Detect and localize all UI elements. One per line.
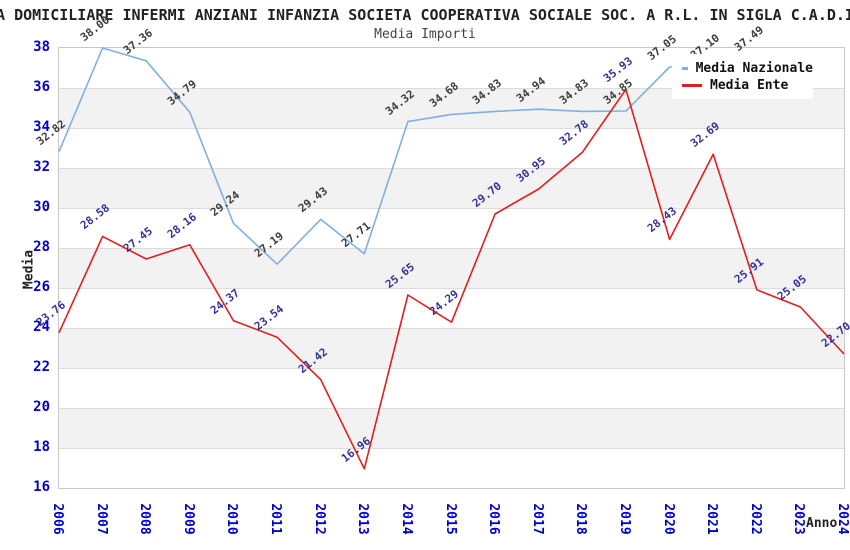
plot-band bbox=[59, 408, 844, 448]
y-tick-label: 18 bbox=[33, 439, 50, 455]
x-tick-label: 2018 bbox=[573, 503, 589, 535]
y-tick-label: 22 bbox=[33, 359, 50, 375]
legend-label-media-ente: Media Ente bbox=[710, 78, 789, 93]
y-tick-label: 38 bbox=[33, 39, 50, 55]
legend-item-media-ente: Media Ente bbox=[682, 77, 813, 94]
y-tick-label: 34 bbox=[33, 119, 50, 135]
x-tick-label: 2008 bbox=[137, 503, 153, 535]
gridline bbox=[59, 168, 844, 169]
gridline bbox=[59, 448, 844, 449]
plot-band bbox=[59, 368, 844, 408]
x-tick-label: 2021 bbox=[704, 503, 720, 535]
line-series-canvas bbox=[58, 47, 845, 470]
x-tick-label: 2009 bbox=[180, 503, 196, 535]
gridline bbox=[59, 288, 844, 289]
x-tick-label: 2012 bbox=[311, 503, 327, 535]
plot-band bbox=[59, 208, 844, 248]
media-nazionale-line-swatch-icon bbox=[682, 67, 688, 70]
x-tick-label: 2022 bbox=[747, 503, 763, 535]
legend-item-media-nazionale: Media Nazionale bbox=[682, 60, 813, 77]
gridline bbox=[59, 328, 844, 329]
line-media-nazionale bbox=[58, 47, 757, 265]
legend-label-media-nazionale: Media Nazionale bbox=[695, 61, 813, 76]
y-tick-label: 26 bbox=[33, 279, 50, 295]
plot-band bbox=[59, 168, 844, 208]
y-tick-label: 24 bbox=[33, 319, 50, 335]
y-tick-label: 20 bbox=[33, 399, 50, 415]
gridline bbox=[59, 208, 844, 209]
plot-band bbox=[59, 328, 844, 368]
x-tick-label: 2013 bbox=[355, 503, 371, 535]
x-tick-label: 2020 bbox=[660, 503, 676, 535]
x-tick-label: 2015 bbox=[442, 503, 458, 535]
chart-title: A DOMICILIARE INFERMI ANZIANI INFANZIA S… bbox=[0, 6, 850, 24]
plot-band bbox=[59, 248, 844, 288]
y-tick-label: 30 bbox=[33, 199, 50, 215]
plot-band bbox=[59, 448, 844, 488]
line-media-ente bbox=[58, 88, 845, 470]
x-tick-label: 2016 bbox=[486, 503, 502, 535]
gridline bbox=[59, 368, 844, 369]
legend: Media Nazionale Media Ente bbox=[672, 54, 813, 99]
plot-band bbox=[59, 128, 844, 168]
y-tick-label: 16 bbox=[33, 479, 50, 495]
gridline bbox=[59, 408, 844, 409]
x-tick-label: 2019 bbox=[616, 503, 632, 535]
chart-subtitle: Media Importi bbox=[374, 27, 476, 42]
y-tick-label: 28 bbox=[33, 239, 50, 255]
x-axis-label: Anno bbox=[806, 516, 838, 531]
x-tick-label: 2010 bbox=[224, 503, 240, 535]
y-tick-label: 32 bbox=[33, 159, 50, 175]
x-tick-label: 2007 bbox=[93, 503, 109, 535]
x-tick-label: 2011 bbox=[268, 503, 284, 535]
x-tick-label: 2014 bbox=[398, 503, 414, 535]
plot-area: 32.82 38.00 37.36 34.79 29.24 27.19 29.43 27.71… bbox=[34, 13, 850, 489]
gridline bbox=[59, 248, 844, 249]
gridline bbox=[59, 128, 844, 129]
y-tick-label: 36 bbox=[33, 79, 50, 95]
media-ente-line-swatch-icon bbox=[682, 84, 702, 87]
x-tick-label: 2017 bbox=[529, 503, 545, 535]
x-tick-label: 2023 bbox=[791, 503, 807, 535]
x-tick-label: 2024 bbox=[835, 503, 850, 535]
x-tick-label: 2006 bbox=[50, 503, 65, 535]
gridline bbox=[59, 88, 844, 89]
